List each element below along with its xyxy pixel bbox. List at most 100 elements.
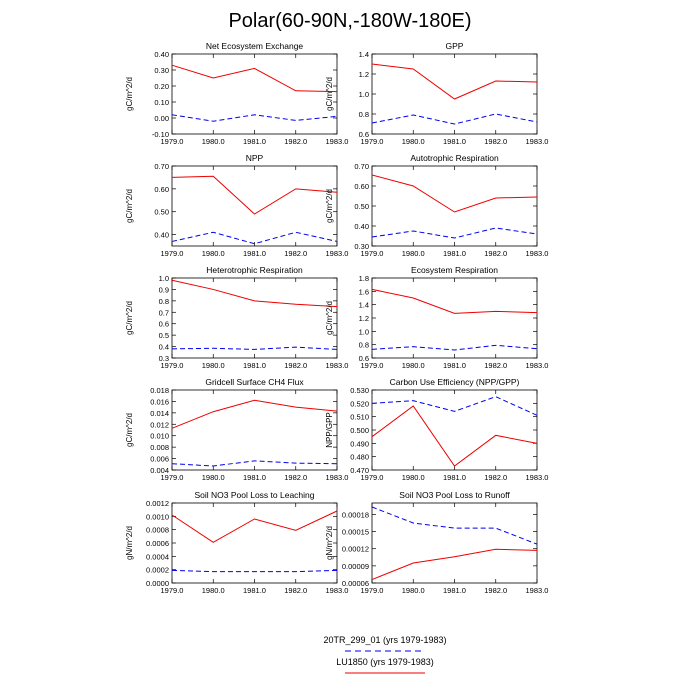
panel-4-ytick-label: 0.60 <box>354 182 369 191</box>
panel-6-frame <box>371 277 538 359</box>
panel-8-ytick-label: 0.530 <box>350 386 369 395</box>
panel-9-ytick-label: 0.0008 <box>146 526 169 535</box>
panel-10-ytick-label: 0.00006 <box>342 579 369 588</box>
panel-10-xtick-label: 1982.0 <box>484 586 507 595</box>
panel-8-ylabel: NPP/GPP <box>325 412 334 448</box>
panel-2-xtick-label: 1979.0 <box>361 137 384 146</box>
panel-7-ytick-label: 0.018 <box>150 386 169 395</box>
panel-3-title: NPP <box>246 153 264 163</box>
panel-1-xtick-label: 1982.0 <box>284 137 307 146</box>
panel-7-xtick-label: 1979.0 <box>161 473 184 482</box>
panel-3-ylabel: gC/m^2/d <box>125 189 134 223</box>
panel-6-ytick-label: 0.8 <box>359 341 369 350</box>
panel-10-series-control-line <box>371 506 538 545</box>
panel-1-ytick-label: -0.10 <box>152 130 169 139</box>
panel-10-xtick-label: 1979.0 <box>361 586 384 595</box>
panel-5-ytick-label: 0.9 <box>159 285 169 294</box>
panel-3-series-control-line <box>171 231 338 245</box>
panel-6-ytick-label: 1.6 <box>359 287 369 296</box>
panel-9-ytick-label: 0.0004 <box>146 552 169 561</box>
panel-2-ylabel: gC/m^2/d <box>325 77 334 111</box>
panel-1-ytick-label: 0.20 <box>154 82 169 91</box>
panel-7-ytick-label: 0.010 <box>150 432 169 441</box>
panel-2-frame <box>371 53 538 135</box>
panel-1-ylabel: gC/m^2/d <box>125 77 134 111</box>
panel-6-series-experiment-line <box>371 288 538 314</box>
panel-10-xtick-label: 1980.0 <box>402 586 425 595</box>
panel-grid: Net Ecosystem Exchange 1979.0 1980.0 1981.0… <box>125 41 548 595</box>
panel-8: Carbon Use Efficiency (NPP/GPP) 1979.0 198… <box>325 377 548 482</box>
panel-2-xtick-label: 1983.0 <box>526 137 549 146</box>
panel-2-series-control-line <box>371 113 538 125</box>
panel-2-ytick-label: 1.0 <box>359 90 369 99</box>
legend-label-experiment: LU1850 (yrs 1979-1983) <box>336 657 434 667</box>
panel-1-ytick-label: 0.40 <box>154 50 169 59</box>
panel-8-ytick-label: 0.490 <box>350 439 369 448</box>
panel-6-ytick-label: 1.2 <box>359 314 369 323</box>
panel-9-series-experiment-line <box>171 510 338 543</box>
panel-1-ytick-label: 0.10 <box>154 98 169 107</box>
panel-3-ytick-label: 0.50 <box>154 208 169 217</box>
panel-2-ytick-label: 1.2 <box>359 70 369 79</box>
panel-4-series-experiment-line <box>371 174 538 213</box>
panel-1: Net Ecosystem Exchange 1979.0 1980.0 1981.0… <box>125 41 348 146</box>
legend-label-control: 20TR_299_01 (yrs 1979-1983) <box>323 635 446 645</box>
panel-9: Soil NO3 Pool Loss to Leaching 1979.0 1980… <box>125 490 348 595</box>
panel-8-xtick-label: 1980.0 <box>402 473 425 482</box>
panel-4-ytick-label: 0.50 <box>354 202 369 211</box>
panel-5-ytick-label: 0.4 <box>159 343 169 352</box>
panel-8-xtick-label: 1979.0 <box>361 473 384 482</box>
panel-2-ytick-label: 1.4 <box>359 50 369 59</box>
panel-5-ytick-label: 0.8 <box>159 297 169 306</box>
panel-1-xtick-label: 1979.0 <box>161 137 184 146</box>
panel-5-series-control-line <box>171 346 338 350</box>
panel-6-ytick-label: 1.8 <box>359 274 369 283</box>
panel-5-xtick-label: 1980.0 <box>202 361 225 370</box>
panel-10-frame <box>371 502 538 584</box>
panel-9-ytick-label: 0.0012 <box>146 499 169 508</box>
panel-6-series-control-line <box>371 344 538 351</box>
panel-7-ytick-label: 0.004 <box>150 466 169 475</box>
panel-7-xtick-label: 1981.0 <box>243 473 266 482</box>
panel-3: NPP 1979.0 1980.0 1981.0 1982.0 1983.0 0.40 0.5… <box>125 153 348 258</box>
panel-10-ytick-label: 0.00009 <box>342 562 369 571</box>
panel-1-title: Net Ecosystem Exchange <box>206 41 304 51</box>
panel-7-ytick-label: 0.016 <box>150 397 169 406</box>
panel-9-xtick-label: 1981.0 <box>243 586 266 595</box>
panel-6-xtick-label: 1980.0 <box>402 361 425 370</box>
panel-8-xtick-label: 1981.0 <box>443 473 466 482</box>
panel-4-xtick-label: 1981.0 <box>443 249 466 258</box>
panel-6-title: Ecosystem Respiration <box>411 265 498 275</box>
panel-5-frame <box>171 277 338 359</box>
panel-10-xtick-label: 1983.0 <box>526 586 549 595</box>
panel-3-xtick-label: 1981.0 <box>243 249 266 258</box>
panel-3-xtick-label: 1979.0 <box>161 249 184 258</box>
panel-10-title: Soil NO3 Pool Loss to Runoff <box>399 490 510 500</box>
panel-6-xtick-label: 1983.0 <box>526 361 549 370</box>
panel-4-xtick-label: 1980.0 <box>402 249 425 258</box>
panel-8-ytick-label: 0.520 <box>350 399 369 408</box>
panel-10-ytick-label: 0.00012 <box>342 545 369 554</box>
panel-1-series-experiment-line <box>171 64 338 93</box>
panel-4: Autotrophic Respiration 1979.0 1980.0 1981.… <box>325 153 548 258</box>
panel-4-frame <box>371 165 538 247</box>
panel-9-xtick-label: 1980.0 <box>202 586 225 595</box>
panel-7-title: Gridcell Surface CH4 Flux <box>205 377 304 387</box>
panel-4-xtick-label: 1982.0 <box>484 249 507 258</box>
panel-3-ytick-label: 0.40 <box>154 231 169 240</box>
panel-8-ytick-label: 0.510 <box>350 413 369 422</box>
panel-6-ylabel: gC/m^2/d <box>325 301 334 335</box>
panel-4-ytick-label: 0.40 <box>354 222 369 231</box>
panel-5-ytick-label: 1.0 <box>159 274 169 283</box>
panel-6-xtick-label: 1982.0 <box>484 361 507 370</box>
panel-3-frame <box>171 165 338 247</box>
panel-10-ylabel: gN/m^2/d <box>325 526 334 560</box>
panel-5-xtick-label: 1979.0 <box>161 361 184 370</box>
panel-4-xtick-label: 1979.0 <box>361 249 384 258</box>
main-title: Polar(60-90N,-180W-180E) <box>228 10 471 32</box>
panel-7-ytick-label: 0.006 <box>150 455 169 464</box>
panel-6: Ecosystem Respiration 1979.0 1980.0 1981.0 1… <box>325 265 548 370</box>
panel-4-xtick-label: 1983.0 <box>526 249 549 258</box>
panel-1-xtick-label: 1981.0 <box>243 137 266 146</box>
